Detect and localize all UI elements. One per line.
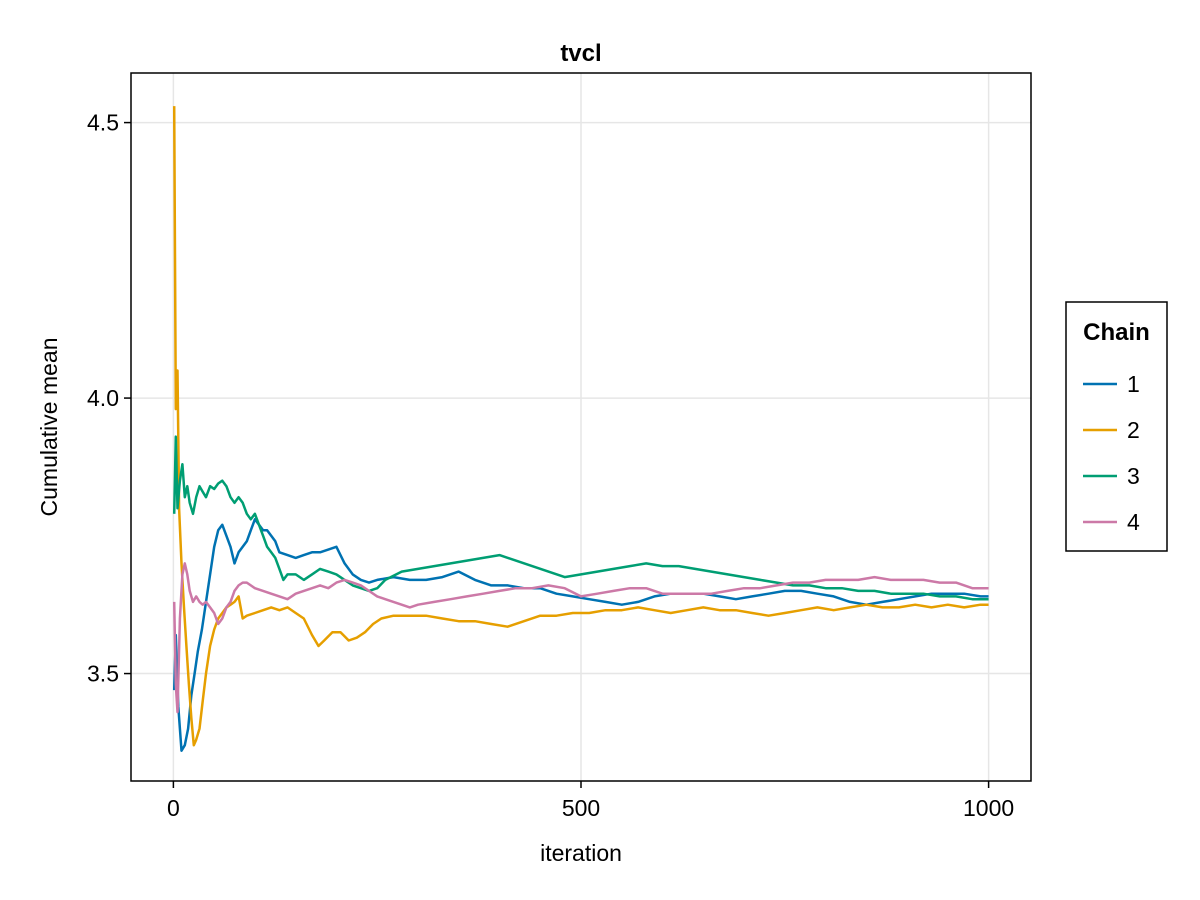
series-line-chain-2 <box>172 106 989 747</box>
series-line-chain-4 <box>172 562 989 714</box>
y-tick-label: 4.0 <box>87 385 119 411</box>
x-tick-label: 1000 <box>963 795 1014 821</box>
series-line-chain-1 <box>172 518 989 752</box>
legend-label: 1 <box>1127 371 1140 397</box>
y-axis-label: Cumulative mean <box>36 338 62 517</box>
chart-title: tvcl <box>560 40 601 67</box>
axis-ticks: 0 500 1000 3.5 4.0 4.5 <box>87 110 1014 821</box>
x-tick-label: 500 <box>562 795 600 821</box>
legend-label: 2 <box>1127 417 1140 443</box>
legend-label: 3 <box>1127 463 1140 489</box>
legend: Chain 1 2 3 4 <box>1065 301 1168 552</box>
plot-lines <box>172 106 989 752</box>
grid <box>131 73 1031 781</box>
series-line-chain-3 <box>172 435 989 601</box>
legend-title: Chain <box>1083 319 1150 346</box>
legend-box <box>1065 301 1168 552</box>
legend-label: 4 <box>1127 509 1140 535</box>
legend-items: 1 2 3 4 <box>1083 371 1140 535</box>
x-tick-label: 0 <box>167 795 180 821</box>
x-axis-label: iteration <box>540 840 622 866</box>
y-tick-label: 3.5 <box>87 661 119 687</box>
y-tick-label: 4.5 <box>87 110 119 136</box>
